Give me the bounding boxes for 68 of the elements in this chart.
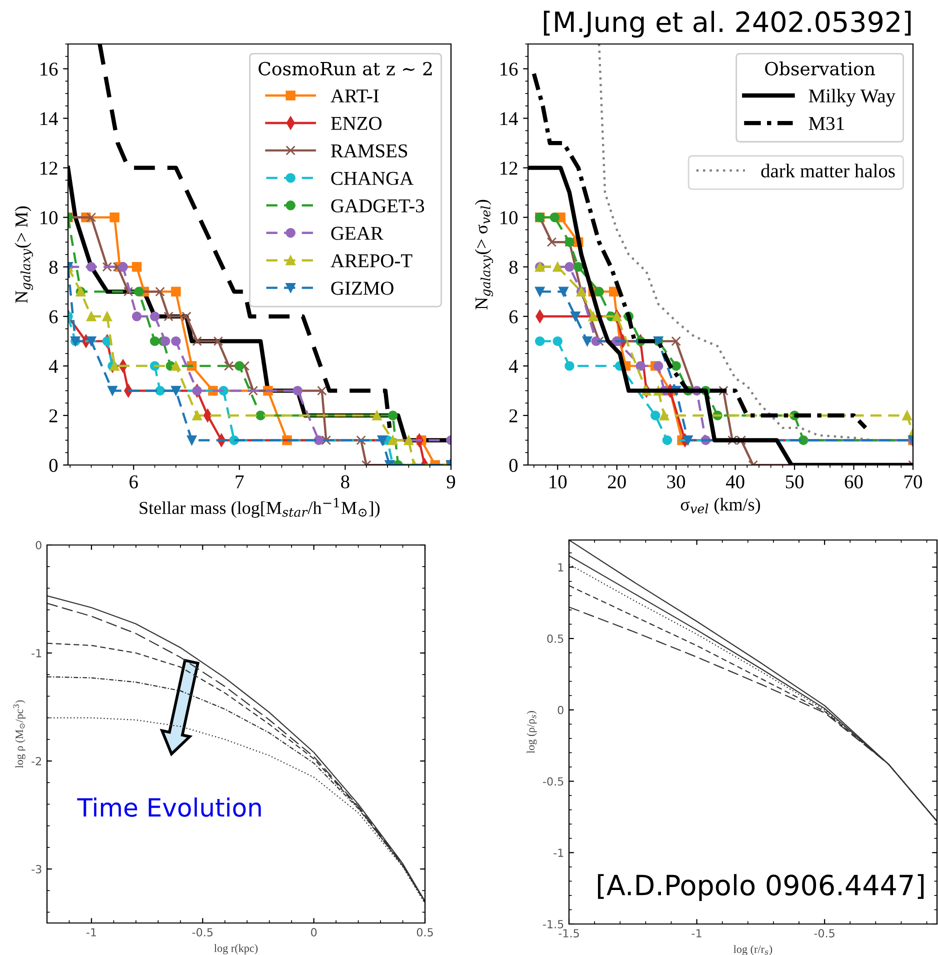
y-tick-label: 10 [40, 211, 58, 224]
y-tick-label: 8 [509, 260, 518, 274]
annotation: [A.D.Popolo 0906.4447] [598, 874, 924, 901]
legend-label: dark matter halos [761, 164, 895, 178]
x-axis-title: log (r/r$_{s}$) [734, 945, 772, 955]
y-tick-label: 8 [49, 260, 58, 274]
text: [M.Jung et al. 2402.05392] [544, 10, 911, 38]
legend-label: GADGET-3 [331, 199, 424, 212]
y-tick-label: 4 [508, 360, 518, 373]
y-tick-label: -1 [32, 649, 42, 658]
y-tick-label: 16 [500, 62, 518, 76]
x-tick-label: 30 [667, 475, 686, 488]
x-axis-title: Stellar mass (log[M$_{star}$/h$^{−1}$M$_{⊙}$]) [140, 498, 380, 518]
legend-label: ENZO [331, 116, 382, 130]
y-tick-label: -1.5 [543, 920, 564, 928]
x-tick-label: -0.5 [814, 929, 834, 938]
y-tick-label: 14 [40, 112, 58, 126]
legend-label: CHANGA [331, 172, 414, 185]
y-tick-label: 0 [49, 458, 58, 472]
y-tick-label: 12 [500, 162, 518, 175]
x-tick-label: 60 [844, 475, 863, 488]
y-tick-label: 6 [49, 310, 58, 324]
x-tick-label: -0.5 [192, 928, 213, 936]
y-tick-label: 6 [509, 310, 518, 324]
y-tick-label: 0 [509, 458, 518, 472]
y-tick-label: 2 [49, 409, 58, 422]
y-axis-title: log ρ (M$_{⊙}$/pc$^{3}$) [13, 700, 26, 768]
legend-label: ART-I [330, 89, 379, 102]
legend-label: RAMSES [331, 144, 408, 158]
x-axis-title: log r(kpc) [214, 944, 258, 954]
y-tick-label: 2 [509, 409, 518, 422]
y-tick-label: 1 [558, 563, 564, 572]
y-tick-label: 0.5 [547, 634, 564, 643]
y-tick-label: 4 [48, 360, 58, 373]
legend-label: AREPO-T [330, 254, 412, 268]
legend-title: Observation [765, 62, 876, 76]
legend-label: GIZMO [331, 282, 394, 295]
y-tick-label: 0 [36, 540, 42, 550]
y-tick-label: -1 [554, 848, 564, 857]
y-tick-label: 12 [40, 162, 58, 175]
x-tick-label: 0.5 [416, 928, 433, 936]
x-axis-title: σ$_{vel}$ (km/s) [680, 498, 760, 514]
x-tick-label: 50 [786, 475, 804, 488]
legend-label: Milky Way [808, 88, 896, 107]
y-tick-label: 14 [500, 112, 518, 126]
y-tick-label: 0 [558, 706, 564, 714]
annotation: Time Evolution [77, 798, 261, 817]
y-tick-label: -3 [32, 864, 42, 874]
x-tick-label: 6 [130, 475, 138, 488]
legend-label: M31 [808, 116, 844, 130]
y-tick-label: -0.5 [543, 777, 564, 786]
y-axis-title: log (ρ/ρ$_{s}$) [526, 711, 537, 754]
x-tick-label: 40 [726, 475, 744, 488]
y-axis-title: N$_{galaxy}$(> σ$_{vel}$) [474, 200, 494, 310]
x-tick-label: -1 [86, 928, 96, 936]
x-tick-label: 0 [311, 928, 317, 936]
legend-title: CosmoRun at z ∼ 2 [258, 62, 432, 76]
x-tick-label: 20 [608, 475, 626, 488]
y-tick-label: -2 [32, 756, 42, 766]
legend-label: GEAR [331, 226, 384, 240]
x-tick-label: 8 [341, 475, 350, 488]
x-tick-label: -1 [692, 929, 702, 938]
x-tick-label: 70 [904, 475, 922, 488]
y-tick-label: 16 [40, 62, 58, 76]
y-tick-label: 10 [500, 211, 518, 224]
y-axis-title: N$_{galaxy}$(> M) [14, 206, 34, 303]
x-tick-label: 9 [446, 475, 456, 488]
x-tick-label: 7 [236, 475, 244, 488]
